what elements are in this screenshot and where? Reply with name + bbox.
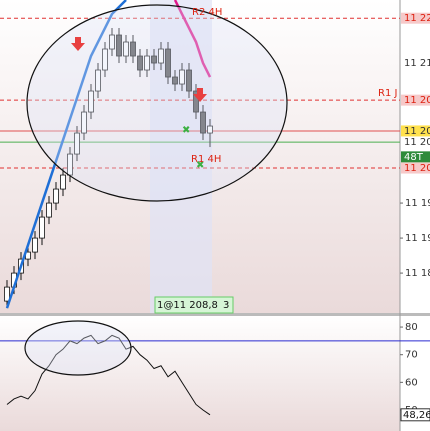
candle-body [67, 153, 73, 176]
oscillator-line [6, 334, 211, 416]
price-tag [401, 12, 430, 24]
candle-body [165, 48, 171, 78]
y-tick-label: 11 19 [405, 198, 430, 209]
annotation: R1 4H [191, 154, 221, 165]
annotation: R2 4H [192, 7, 222, 18]
price-tag-label: 11 21 [404, 58, 430, 69]
y-tick-label: 11 18 [405, 268, 430, 279]
candle-body [74, 132, 80, 155]
candle-body [116, 34, 122, 57]
y-tick-label: 70 [405, 350, 418, 361]
candle-body [60, 174, 66, 190]
candle-body [193, 90, 199, 113]
candle-body [172, 76, 178, 85]
candle-body [158, 48, 164, 64]
price-tag-label: 11 20 [404, 126, 430, 137]
panel-separator [0, 313, 430, 316]
candle-body [151, 55, 157, 64]
candle-body [53, 188, 59, 204]
price-tag [401, 136, 430, 148]
order-label: 1@11 208,8 [157, 300, 218, 311]
candle-body [102, 48, 108, 71]
price-tag [401, 151, 430, 163]
candle-body [123, 41, 129, 57]
oscillator-panel [0, 316, 400, 431]
highlight-ellipse [26, 4, 288, 202]
value-tag-label: 48,26 [403, 410, 430, 421]
indicator-line [173, 0, 212, 78]
candle-body [46, 202, 52, 218]
price-tag [401, 94, 430, 106]
down-arrow [71, 37, 85, 51]
candle-body [137, 55, 143, 71]
candle-body [95, 69, 101, 92]
candle-body [81, 111, 87, 134]
candle-body [109, 34, 115, 50]
highlight-ellipse [24, 320, 132, 376]
cross-marker: ✖ [196, 160, 204, 171]
candle-body [32, 237, 38, 253]
candle-body [186, 69, 192, 92]
indicator-line [5, 0, 127, 309]
cross-marker: ✖ [182, 125, 190, 136]
value-tag [400, 408, 430, 422]
order-count: 3 [223, 300, 229, 311]
candle-body [39, 216, 45, 239]
candle-body [4, 286, 10, 302]
price-tag [401, 125, 430, 137]
candle-body [88, 90, 94, 113]
down-arrow [193, 88, 207, 102]
candle-body [144, 55, 150, 71]
price-tag [401, 57, 430, 69]
y-tick-label: 11 19 [405, 233, 430, 244]
price-tag-label: 11 20 [404, 95, 430, 106]
price-tag-label: 48T [404, 152, 424, 163]
candle-body [200, 111, 206, 134]
candle-body [179, 69, 185, 85]
price-tag-label: 11 22 [404, 13, 430, 24]
candle-body [207, 125, 213, 134]
order-box [154, 296, 234, 314]
price-tag-label: 11 20 [404, 163, 430, 174]
y-tick-label: 80 [405, 322, 418, 333]
annotation: R1 J [378, 88, 397, 99]
y-tick-label: 60 [405, 377, 418, 388]
candle-body [130, 41, 136, 57]
price-tag-label: 11 20 [404, 137, 430, 148]
price-tag [401, 162, 430, 174]
